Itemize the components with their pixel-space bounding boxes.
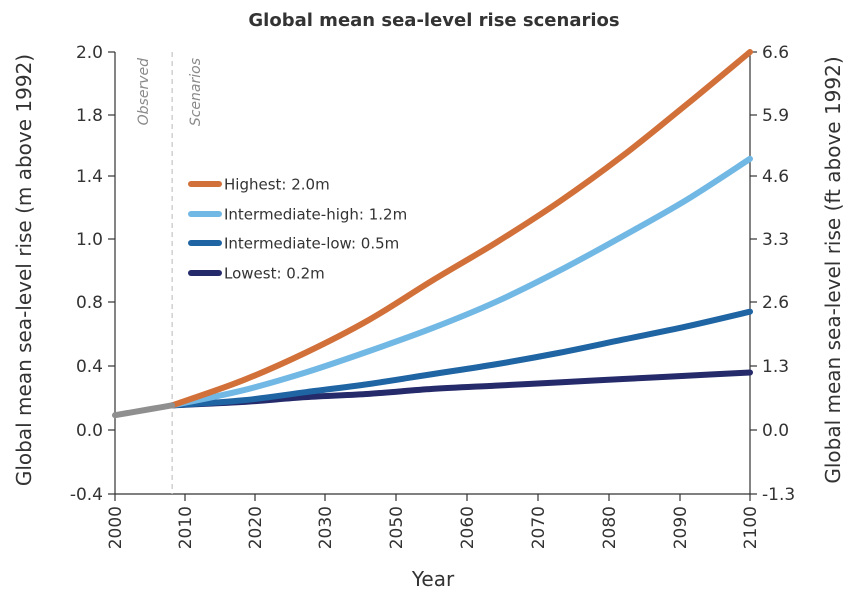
x-tick-label: 2050: [387, 506, 407, 549]
right-tick-label: -1.3: [762, 485, 795, 505]
x-tick-label: 2100: [741, 506, 761, 549]
x-tick-label: 2020: [246, 506, 266, 549]
left-tick-label: 0.0: [76, 421, 103, 441]
x-tick-label: 2030: [316, 506, 336, 549]
left-y-ticks: -0.4 0.0 0.4 0.8 1.0 1.4 1.8 2.0: [70, 43, 115, 505]
series-line: [169, 308, 753, 409]
left-tick-label: 1.8: [76, 106, 103, 126]
left-tick-label: 1.4: [76, 167, 103, 187]
series-line: [169, 49, 753, 409]
right-y-axis-title: Global mean sea-level rise (ft above 199…: [821, 56, 845, 483]
x-tick-label: 2080: [600, 506, 620, 549]
legend-label: Lowest: 0.2m: [224, 265, 325, 283]
x-axis-title: Year: [411, 567, 455, 591]
right-tick-label: 2.6: [762, 293, 789, 313]
left-tick-label: 1.0: [76, 230, 103, 250]
x-tick-label: 2090: [671, 506, 691, 549]
x-tick-label: 2000: [106, 506, 126, 549]
series-line: [169, 155, 753, 409]
left-tick-label: -0.4: [70, 485, 103, 505]
right-tick-label: 0.0: [762, 421, 789, 441]
right-y-ticks: -1.3 0.0 1.3 2.6 3.3 4.6 5.9 6.6: [750, 43, 795, 505]
x-tick-label: 2070: [529, 506, 549, 549]
right-tick-label: 3.3: [762, 230, 789, 250]
plot-area: [114, 52, 751, 495]
x-tick-label: 2010: [176, 506, 196, 549]
legend-label: Highest: 2.0m: [224, 176, 330, 194]
chart-title: Global mean sea-level rise scenarios: [248, 10, 619, 31]
left-tick-label: 0.4: [76, 357, 103, 377]
right-tick-label: 6.6: [762, 43, 789, 63]
x-tick-label: 2060: [458, 506, 478, 549]
x-ticks: 2000 2010 2020 2030 2050 2060 2070 2080 2090 2100: [106, 494, 761, 549]
legend-label: Intermediate-high: 1.2m: [224, 206, 407, 224]
legend: Highest: 2.0m Intermediate-high: 1.2m Inte…: [188, 176, 407, 283]
observed-line: [112, 402, 176, 419]
observed-label: Observed: [136, 58, 152, 125]
left-tick-label: 0.8: [76, 293, 103, 313]
right-tick-label: 4.6: [762, 167, 789, 187]
series-layer: [112, 49, 753, 419]
left-y-axis-title: Global mean sea-level rise (m above 1992…: [12, 54, 36, 486]
scenarios-label: Scenarios: [188, 58, 204, 126]
left-tick-label: 2.0: [76, 43, 103, 63]
right-tick-label: 5.9: [762, 106, 789, 126]
right-tick-label: 1.3: [762, 357, 789, 377]
legend-label: Intermediate-low: 0.5m: [224, 235, 399, 253]
